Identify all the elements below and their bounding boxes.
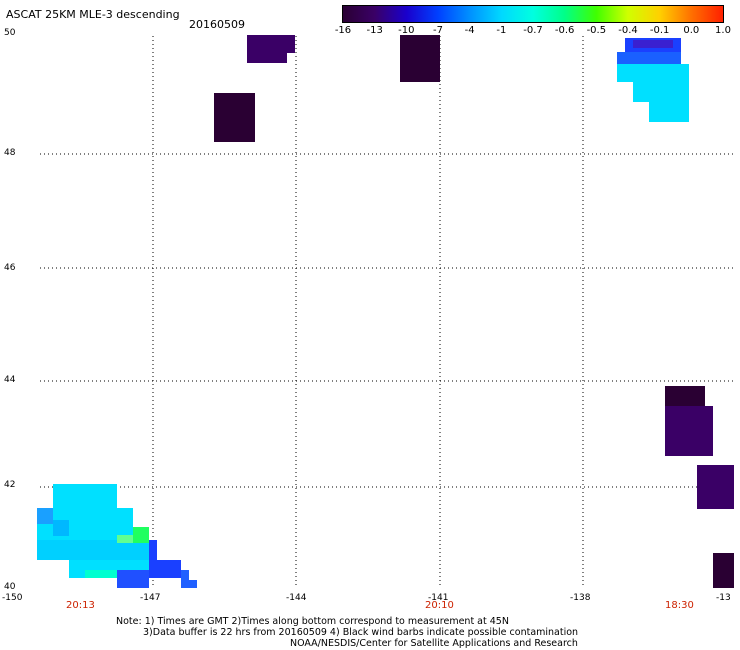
wind-cell xyxy=(625,64,689,82)
lon-label-147: -147 xyxy=(140,593,161,603)
lat-label-40: 40 xyxy=(4,582,16,592)
wind-cell xyxy=(149,540,157,560)
map-title: ASCAT 25KM MLE-3 descending xyxy=(6,8,180,21)
wind-cell xyxy=(665,386,705,406)
wind-cell xyxy=(149,560,181,578)
colorbar-label: -1 xyxy=(496,25,507,36)
colorbar-label: -0.5 xyxy=(586,25,607,36)
colorbar-label: -0.7 xyxy=(523,25,543,36)
colorbar-label: -4 xyxy=(464,25,475,36)
lat-label-44: 44 xyxy=(4,375,16,385)
colorbar-label: -7 xyxy=(433,25,443,36)
note-line-2: 3)Data buffer is 22 hrs from 20160509 4)… xyxy=(143,627,579,638)
lon-label-141: -141 xyxy=(428,593,449,603)
time-label-1: 20:13 xyxy=(66,600,95,611)
wind-cell xyxy=(649,102,689,122)
wind-cell xyxy=(633,40,673,48)
wind-cell xyxy=(617,64,625,82)
wind-cell xyxy=(247,53,287,63)
wind-cell xyxy=(181,570,189,588)
wind-data-cells xyxy=(37,35,734,588)
wind-cell xyxy=(53,520,69,536)
time-label-2: 20:10 xyxy=(425,600,454,611)
lat-label-50: 50 xyxy=(4,28,16,38)
wind-cell xyxy=(37,508,53,524)
colorbar-label: -0.6 xyxy=(554,25,575,36)
grid-lines xyxy=(40,36,734,588)
colorbar-label: -16 xyxy=(334,25,352,36)
wind-cell xyxy=(713,553,734,588)
wind-cell xyxy=(189,580,197,588)
lon-label-135: -13 xyxy=(716,593,731,603)
lat-label-48: 48 xyxy=(4,148,16,158)
wind-cell xyxy=(247,35,295,53)
colorbar-label: -13 xyxy=(366,25,383,36)
colorbar-label: -10 xyxy=(398,25,415,36)
lon-label-150: -150 xyxy=(2,593,23,603)
wind-cell xyxy=(37,540,149,560)
wind-cell xyxy=(214,93,255,142)
colorbar-label: 1.0 xyxy=(715,25,731,36)
lon-label-138: -138 xyxy=(570,593,591,603)
wind-cell xyxy=(53,484,117,508)
note-line-1: Note: 1) Times are GMT 2)Times along bot… xyxy=(116,616,509,627)
wind-cell xyxy=(665,406,713,456)
wind-cell xyxy=(85,570,133,578)
note-line-3: NOAA/NESDIS/Center for Satellite Applica… xyxy=(290,638,578,649)
time-label-3: 18:30 xyxy=(665,600,694,611)
wind-cell xyxy=(697,465,734,509)
plot-frame xyxy=(40,36,734,588)
wind-cell xyxy=(617,52,681,64)
lat-label-42: 42 xyxy=(4,480,16,490)
colorbar xyxy=(342,5,724,23)
wind-cell xyxy=(133,527,149,543)
wind-cell xyxy=(117,535,133,543)
wind-cell xyxy=(117,570,149,588)
lon-label-144: -144 xyxy=(286,593,307,603)
map-date: 20160509 xyxy=(189,18,245,31)
colorbar-label: -0.4 xyxy=(618,25,638,36)
colorbar-label: -0.1 xyxy=(649,25,670,36)
wind-cell xyxy=(400,35,440,82)
colorbar-label: 0.0 xyxy=(683,25,700,36)
lat-label-46: 46 xyxy=(4,263,16,273)
wind-cell xyxy=(633,82,689,102)
